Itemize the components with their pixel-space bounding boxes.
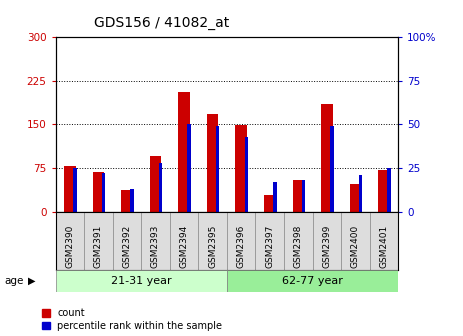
Bar: [330, 126, 334, 212]
Bar: [321, 104, 332, 212]
Text: GSM2396: GSM2396: [237, 224, 246, 267]
Bar: [188, 124, 191, 212]
Bar: [350, 184, 361, 212]
FancyBboxPatch shape: [227, 270, 398, 292]
Text: age: age: [5, 276, 24, 286]
Bar: [378, 170, 390, 212]
Bar: [207, 114, 219, 212]
Text: GSM2395: GSM2395: [208, 224, 217, 267]
Text: GSM2401: GSM2401: [379, 224, 388, 267]
Text: ▶: ▶: [28, 276, 35, 286]
Bar: [388, 168, 391, 212]
Bar: [73, 168, 77, 212]
Legend: count, percentile rank within the sample: count, percentile rank within the sample: [42, 308, 222, 331]
Bar: [93, 172, 104, 212]
Text: 21-31 year: 21-31 year: [111, 277, 171, 286]
Bar: [178, 92, 190, 212]
Text: GSM2394: GSM2394: [180, 224, 188, 267]
Bar: [102, 173, 105, 212]
Bar: [150, 156, 161, 212]
Bar: [64, 166, 75, 212]
Text: GSM2393: GSM2393: [151, 224, 160, 267]
Bar: [273, 182, 276, 212]
Bar: [236, 125, 247, 212]
Text: GSM2400: GSM2400: [351, 224, 360, 267]
Bar: [121, 190, 133, 212]
Text: GSM2398: GSM2398: [294, 224, 303, 267]
Text: GSM2392: GSM2392: [122, 224, 131, 267]
Text: 62-77 year: 62-77 year: [282, 277, 343, 286]
Text: GDS156 / 41082_at: GDS156 / 41082_at: [94, 16, 230, 30]
Bar: [293, 180, 304, 212]
Bar: [244, 136, 248, 212]
Text: GSM2391: GSM2391: [94, 224, 103, 267]
Bar: [131, 189, 134, 212]
FancyBboxPatch shape: [56, 270, 227, 292]
Bar: [159, 163, 163, 212]
Text: GSM2397: GSM2397: [265, 224, 274, 267]
Bar: [302, 180, 305, 212]
Bar: [359, 175, 362, 212]
Text: GSM2390: GSM2390: [65, 224, 75, 267]
Text: GSM2399: GSM2399: [322, 224, 332, 267]
Bar: [264, 195, 275, 212]
Bar: [216, 126, 219, 212]
